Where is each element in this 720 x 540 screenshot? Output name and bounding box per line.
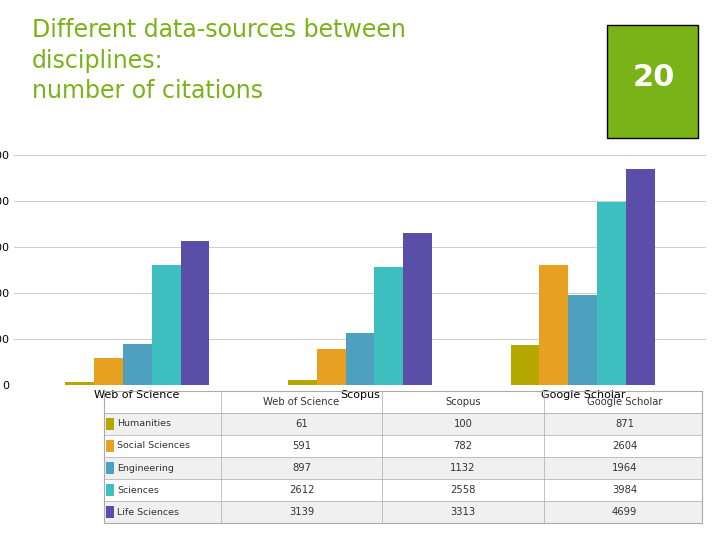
Bar <box>94 357 122 385</box>
Bar <box>106 507 114 518</box>
Bar <box>403 233 433 385</box>
Text: Social Sciences: Social Sciences <box>117 441 190 450</box>
Text: Humanities: Humanities <box>117 420 171 428</box>
Bar <box>151 265 181 385</box>
Bar <box>181 241 210 385</box>
Text: 782: 782 <box>454 441 472 451</box>
Text: Engineering: Engineering <box>117 463 174 472</box>
Text: 100: 100 <box>454 419 472 429</box>
FancyBboxPatch shape <box>607 25 698 138</box>
Text: Different data-sources between
disciplines:
number of citations: Different data-sources between disciplin… <box>32 18 406 103</box>
Text: 591: 591 <box>292 441 311 451</box>
Bar <box>104 457 702 479</box>
Bar <box>104 413 702 435</box>
Bar <box>510 345 539 385</box>
Bar <box>626 169 655 385</box>
Bar <box>106 462 114 474</box>
Bar <box>287 380 317 385</box>
Bar <box>374 267 403 385</box>
Text: Google Scholar: Google Scholar <box>587 397 662 407</box>
Text: 897: 897 <box>292 463 311 473</box>
Bar <box>104 435 702 457</box>
Text: 61: 61 <box>295 419 308 429</box>
Text: 2604: 2604 <box>612 441 637 451</box>
Text: 871: 871 <box>615 419 634 429</box>
Bar <box>317 349 346 385</box>
Bar <box>122 343 151 385</box>
Bar <box>104 501 702 523</box>
Bar <box>104 479 702 501</box>
Text: 3313: 3313 <box>451 508 475 517</box>
Text: Web of Science: Web of Science <box>264 397 340 407</box>
Text: 4699: 4699 <box>612 508 637 517</box>
Text: 1132: 1132 <box>450 463 476 473</box>
Bar <box>539 265 569 385</box>
Text: 2558: 2558 <box>450 485 476 495</box>
Text: 3984: 3984 <box>612 485 637 495</box>
Bar <box>65 382 94 385</box>
Text: Sciences: Sciences <box>117 485 159 495</box>
Bar <box>106 484 114 496</box>
Text: 1964: 1964 <box>612 463 637 473</box>
Text: 20: 20 <box>633 63 675 92</box>
Text: Life Sciences: Life Sciences <box>117 508 179 517</box>
Text: 2612: 2612 <box>289 485 315 495</box>
Bar <box>346 333 374 385</box>
Bar <box>598 202 626 385</box>
Text: Scopus: Scopus <box>445 397 481 407</box>
Bar <box>569 295 598 385</box>
Bar <box>106 440 114 452</box>
Text: 3139: 3139 <box>289 508 314 517</box>
Bar <box>106 418 114 430</box>
